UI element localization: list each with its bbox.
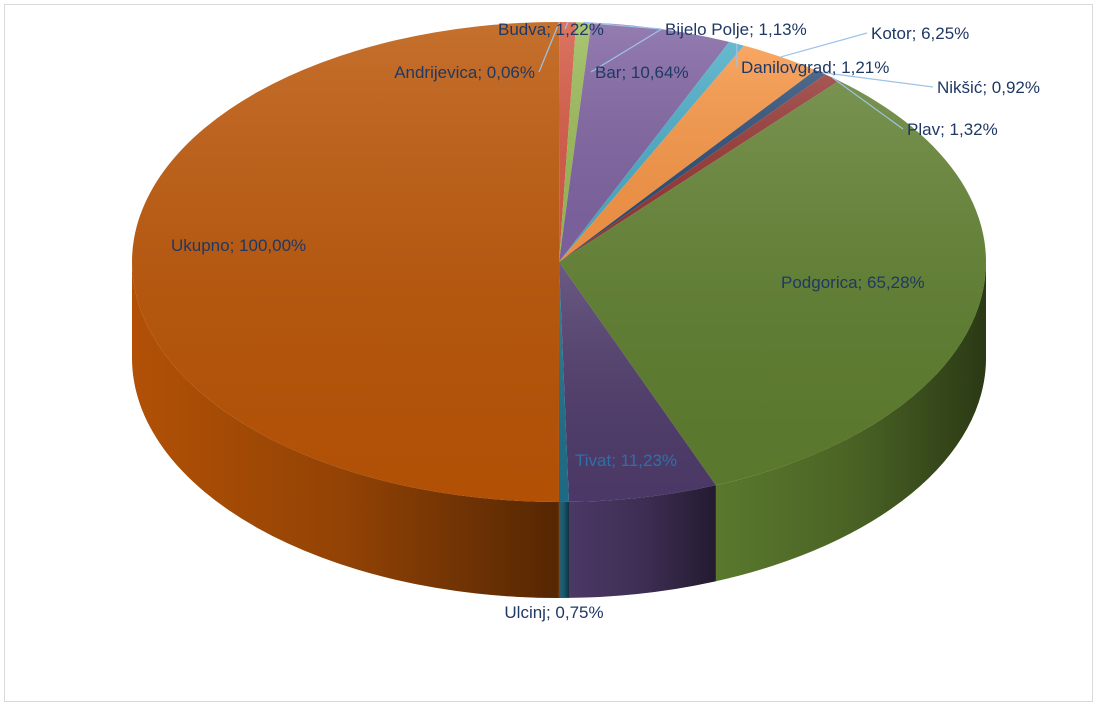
leader-line-budva	[564, 21, 569, 30]
data-label-danilovgrad: Danilovgrad; 1,21%	[741, 58, 889, 77]
pie-side-tivat	[568, 485, 716, 598]
pie-slice-kotor	[559, 45, 816, 262]
data-label-ulcinj: Ulcinj; 0,75%	[504, 603, 603, 622]
pie-slice-ukupno	[132, 22, 559, 502]
data-label-tivat: Tivat; 11,23%	[575, 451, 677, 470]
leader-line-bar	[590, 28, 662, 73]
pie-slice-bar	[559, 22, 730, 263]
data-label-plav: Plav; 1,32%	[907, 120, 998, 139]
pie-side-ukupno	[132, 262, 559, 598]
data-label-podgorica: Podgorica; 65,28%	[781, 273, 925, 292]
data-label-kotor: Kotor; 6,25%	[871, 24, 969, 43]
pie-slice-ulcinj	[558, 262, 569, 503]
pie-slice-budva	[559, 22, 577, 262]
data-label-bar: Bar; 10,64%	[595, 63, 689, 82]
data-label-niksic: Nikšić; 0,92%	[937, 78, 1040, 97]
leader-line-kotor	[780, 32, 868, 58]
data-label-ukupno: Ukupno; 100,00%	[171, 236, 306, 255]
pie-side-podgorica	[715, 262, 986, 582]
leader-line-plav	[831, 77, 904, 130]
chart-area: Andrijevica; 0,06% Budva; 1,22% Bijelo Pol…	[4, 4, 1093, 702]
leader-line-niksic	[820, 71, 934, 88]
pie-slice-bijelo-polje	[559, 22, 592, 262]
pie-chart: Andrijevica; 0,06% Budva; 1,22% Bijelo Pol…	[132, 20, 1040, 622]
pie-slice-niksic	[559, 70, 826, 262]
pie-slice-plav	[559, 74, 839, 262]
leader-line-andrijevica	[538, 21, 560, 73]
pie-slice-podgorica	[559, 80, 986, 486]
leader-line-bijelo-polje	[583, 21, 662, 30]
pie-slice-tivat	[559, 262, 716, 502]
data-label-bijelo-polje: Bijelo Polje; 1,13%	[665, 20, 807, 39]
data-label-andrijevica: Andrijevica; 0,06%	[394, 63, 535, 82]
pie-side-ulcinj	[558, 501, 569, 598]
data-label-budva: Budva; 1,22%	[498, 20, 604, 39]
pie-slice-andrijevica	[559, 22, 560, 262]
pie-slice-danilovgrad	[559, 41, 744, 263]
